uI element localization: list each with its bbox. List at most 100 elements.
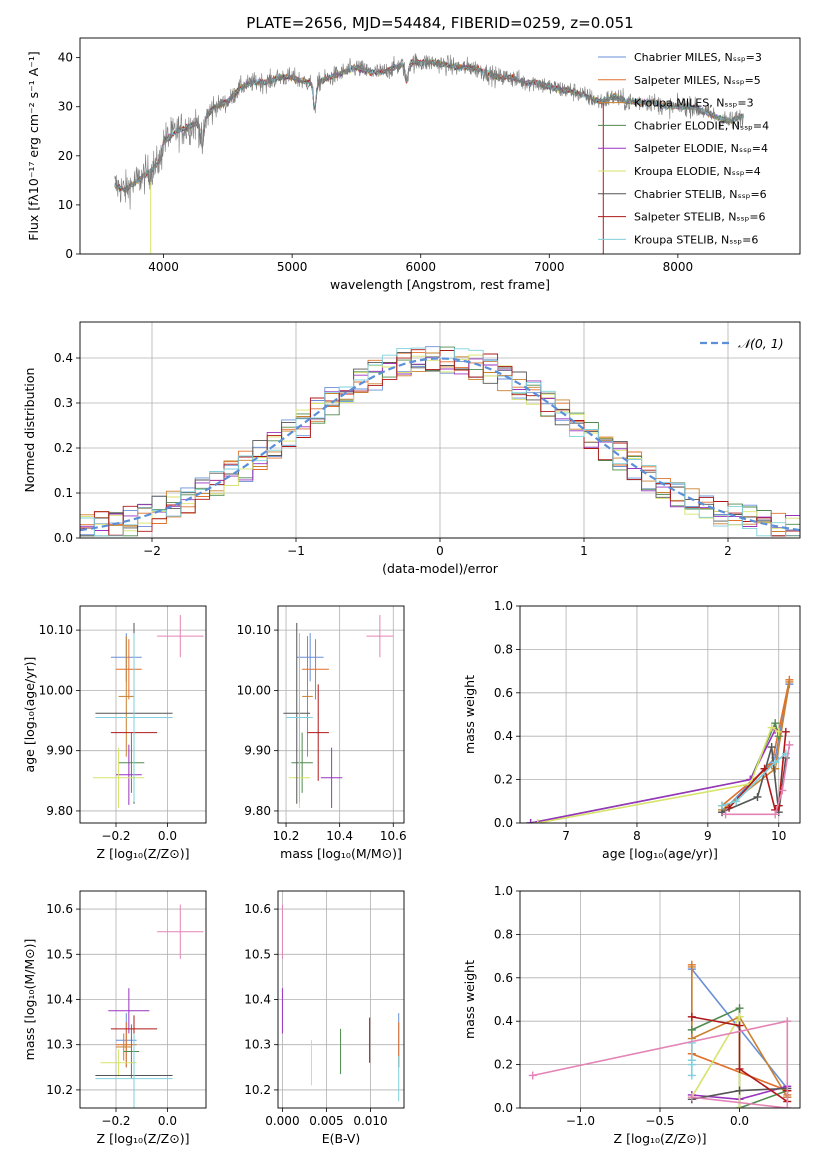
y-tick-label: 9.90 — [244, 744, 271, 758]
panel-mass-vs-ebv: 0.000 0.005 0.010 10.2 10.3 10.4 10.5 10.6 E(B-V… — [244, 890, 405, 1146]
y-tick-label: 10.6 — [46, 902, 73, 916]
series-marker-kroupa-miles — [785, 677, 794, 686]
x-tick-label: −1.0 — [566, 1114, 595, 1128]
y-tick-label: 10.5 — [46, 947, 73, 961]
y-tick-label: 0.1 — [54, 486, 73, 500]
y-tick-label: 1.0 — [494, 599, 513, 613]
y-tick-label: 40 — [58, 51, 73, 65]
panel-spectrum: 4000 5000 6000 7000 8000 0 10 20 30 40 wavelength … — [26, 14, 801, 292]
y-axis-label: mass weight — [462, 960, 477, 1039]
x-axis-label: Z [log₁₀(Z/Z⊙)] — [614, 1131, 707, 1146]
series-marker-kroupa-stelib — [771, 758, 780, 767]
series-line-kroupa-stelib — [721, 752, 787, 807]
y-tick-label: 10.00 — [237, 683, 271, 697]
x-tick-label: 0.000 — [265, 1114, 299, 1128]
y-tick-label: 0.8 — [494, 927, 513, 941]
y-axis-label: mass weight — [462, 675, 477, 754]
y-tick-label: 0.0 — [494, 816, 513, 830]
series-marker-salpeter-stelib — [687, 1012, 696, 1021]
panel-mass-vs-Z: −0.2 0.0 10.2 10.3 10.4 10.5 10.6 Z [log₁₀(Z/Z⊙… — [22, 890, 207, 1146]
y-tick-label: 10.10 — [237, 623, 271, 637]
y-tick-label: 10.3 — [46, 1038, 73, 1052]
x-tick-label: 10.2 — [273, 829, 300, 843]
series-marker-extra — [528, 1071, 537, 1080]
x-tick-label: −0.2 — [101, 829, 130, 843]
y-tick-label: 30 — [58, 100, 73, 114]
x-axis-label: E(B-V) — [322, 1131, 361, 1146]
plot-area-mass-weight-vs-age — [526, 675, 794, 823]
x-tick-label: 0.010 — [353, 1114, 387, 1128]
series-marker-kroupa-elodie — [735, 1012, 744, 1021]
y-tick-label: 10.6 — [244, 902, 271, 916]
x-axis-label: (data-model)/error — [382, 561, 499, 576]
x-tick-label: 0.0 — [158, 829, 177, 843]
spectrum-observed — [114, 53, 744, 210]
x-tick-label: 5000 — [277, 260, 308, 274]
series-marker-extra — [687, 1093, 696, 1102]
y-tick-label: 0.3 — [54, 396, 73, 410]
series-marker-kroupa-stelib — [718, 801, 727, 810]
series-marker-kroupa-stelib — [732, 797, 741, 806]
y-tick-label: 10.10 — [39, 623, 73, 637]
y-tick-label: 0.2 — [54, 441, 73, 455]
series-marker-salpeter-stelib — [735, 1064, 744, 1073]
y-tick-label: 10.3 — [244, 1038, 271, 1052]
x-tick-label: 0.005 — [309, 1114, 343, 1128]
axes-frame — [79, 321, 801, 539]
y-tick-label: 0.0 — [54, 531, 73, 545]
x-axis-label: mass [log₁₀(M/M⊙)] — [280, 846, 402, 861]
y-tick-label: 10.00 — [39, 683, 73, 697]
y-tick-label: 0.2 — [494, 773, 513, 787]
axes-frame — [519, 605, 801, 824]
y-tick-label: 0.2 — [494, 1058, 513, 1072]
series-marker-extra — [783, 1017, 792, 1026]
y-tick-label: 0.8 — [494, 642, 513, 656]
series-line-chabrier-elodie — [530, 720, 780, 823]
legend-label-salpeter-miles: Salpeter MILES, Nₛₛₚ=5 — [634, 74, 761, 87]
series-marker-chabrier-elodie — [687, 1025, 696, 1034]
series-marker-salpeter-stelib — [725, 803, 734, 812]
y-tick-label: 10.2 — [244, 1083, 271, 1097]
series-marker-salpeter-stelib — [735, 1021, 744, 1030]
series-marker-kroupa-elodie — [767, 723, 776, 732]
x-tick-label: −2 — [143, 544, 161, 558]
x-tick-label: 4000 — [148, 260, 179, 274]
y-axis-label: Normed distribution — [22, 368, 37, 493]
series-marker-chabrier-stelib — [753, 792, 762, 801]
plot-area-residuals — [80, 346, 800, 537]
x-tick-label: 6000 — [405, 260, 436, 274]
y-tick-label: 0.0 — [494, 1101, 513, 1115]
axes-frame — [519, 890, 801, 1109]
axes-frame — [277, 605, 405, 824]
plot-area-mass-vs-ebv — [281, 904, 400, 1102]
y-axis-label: Flux [fλ10⁻¹⁷ erg cm⁻² s⁻¹ A⁻¹] — [26, 51, 41, 240]
y-tick-label: 10.2 — [46, 1083, 73, 1097]
x-tick-label: 2 — [724, 544, 732, 558]
y-tick-label: 0.4 — [54, 351, 73, 365]
axes-frame — [79, 37, 801, 255]
legend-label-kroupa-miles: Kroupa MILES, Nₛₛₚ=3 — [634, 97, 754, 110]
x-tick-label: 7000 — [534, 260, 565, 274]
legend-label-salpeter-stelib: Salpeter STELIB, Nₛₛₚ=6 — [634, 211, 766, 224]
panel-mass-weight-vs-age: 7 8 9 10 0.0 0.2 0.4 0.6 0.8 1.0 age [log₁₀(age/yr… — [462, 599, 801, 861]
y-tick-label: 20 — [58, 149, 73, 163]
x-tick-label: 0.0 — [730, 1114, 749, 1128]
legend-label-chabrier-miles: Chabrier MILES, Nₛₛₚ=3 — [634, 51, 762, 64]
x-tick-label: 10.6 — [380, 829, 407, 843]
series-marker-kroupa-elodie — [774, 727, 783, 736]
series-marker-extra — [783, 1104, 792, 1108]
y-tick-label: 9.80 — [46, 804, 73, 818]
legend-label-salpeter-elodie: Salpeter ELODIE, Nₛₛₚ=4 — [634, 142, 768, 155]
plot-area-mass-vs-Z — [95, 904, 204, 1108]
series-line-salpeter-elodie — [530, 729, 776, 823]
y-tick-label: 1.0 — [494, 884, 513, 898]
y-tick-label: 0.6 — [494, 686, 513, 700]
y-tick-label: 9.90 — [46, 744, 73, 758]
y-tick-label: 10.4 — [244, 993, 271, 1007]
x-tick-label: −0.2 — [101, 1114, 130, 1128]
axes-frame — [79, 605, 207, 824]
chart-title: PLATE=2656, MJD=54484, FIBERID=0259, z=0… — [246, 14, 633, 32]
series-marker-kroupa-miles — [687, 962, 696, 971]
series-marker-extra — [785, 740, 794, 749]
